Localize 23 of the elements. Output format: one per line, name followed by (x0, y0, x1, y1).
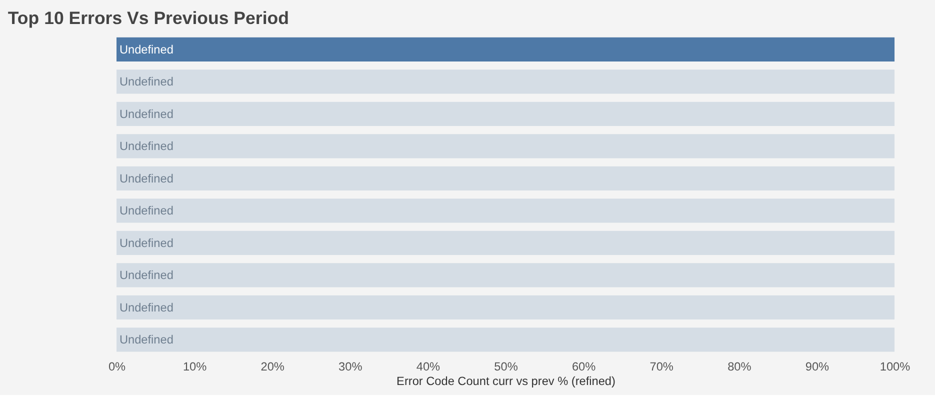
x-tick-label: 50% (494, 359, 518, 374)
x-axis-title: Error Code Count curr vs prev % (refined) (396, 374, 616, 388)
x-tick-label: 100% (880, 359, 911, 374)
data-label: Undefined (119, 268, 174, 282)
data-label: Undefined (119, 74, 174, 89)
data-label: Undefined (119, 139, 174, 154)
x-tick-label: 70% (650, 359, 674, 374)
x-tick-label: 90% (805, 359, 830, 374)
data-label: Undefined (119, 204, 174, 218)
x-tick-label: 40% (416, 359, 441, 374)
data-label: Undefined (119, 42, 174, 56)
data-label: Undefined (119, 332, 174, 347)
x-tick-label: 20% (260, 359, 285, 374)
x-tick-label: 0% (108, 359, 126, 374)
data-label: Undefined (119, 171, 174, 186)
x-tick-label: 60% (572, 359, 596, 374)
data-label: Undefined (119, 106, 174, 121)
x-tick-label: 10% (182, 359, 208, 374)
data-label: Undefined (119, 300, 174, 314)
x-tick-label: 80% (728, 359, 752, 374)
data-label: Undefined (119, 236, 174, 250)
chart-title: Top 10 Errors Vs Previous Period (8, 8, 289, 28)
x-tick-label: 30% (338, 359, 363, 374)
